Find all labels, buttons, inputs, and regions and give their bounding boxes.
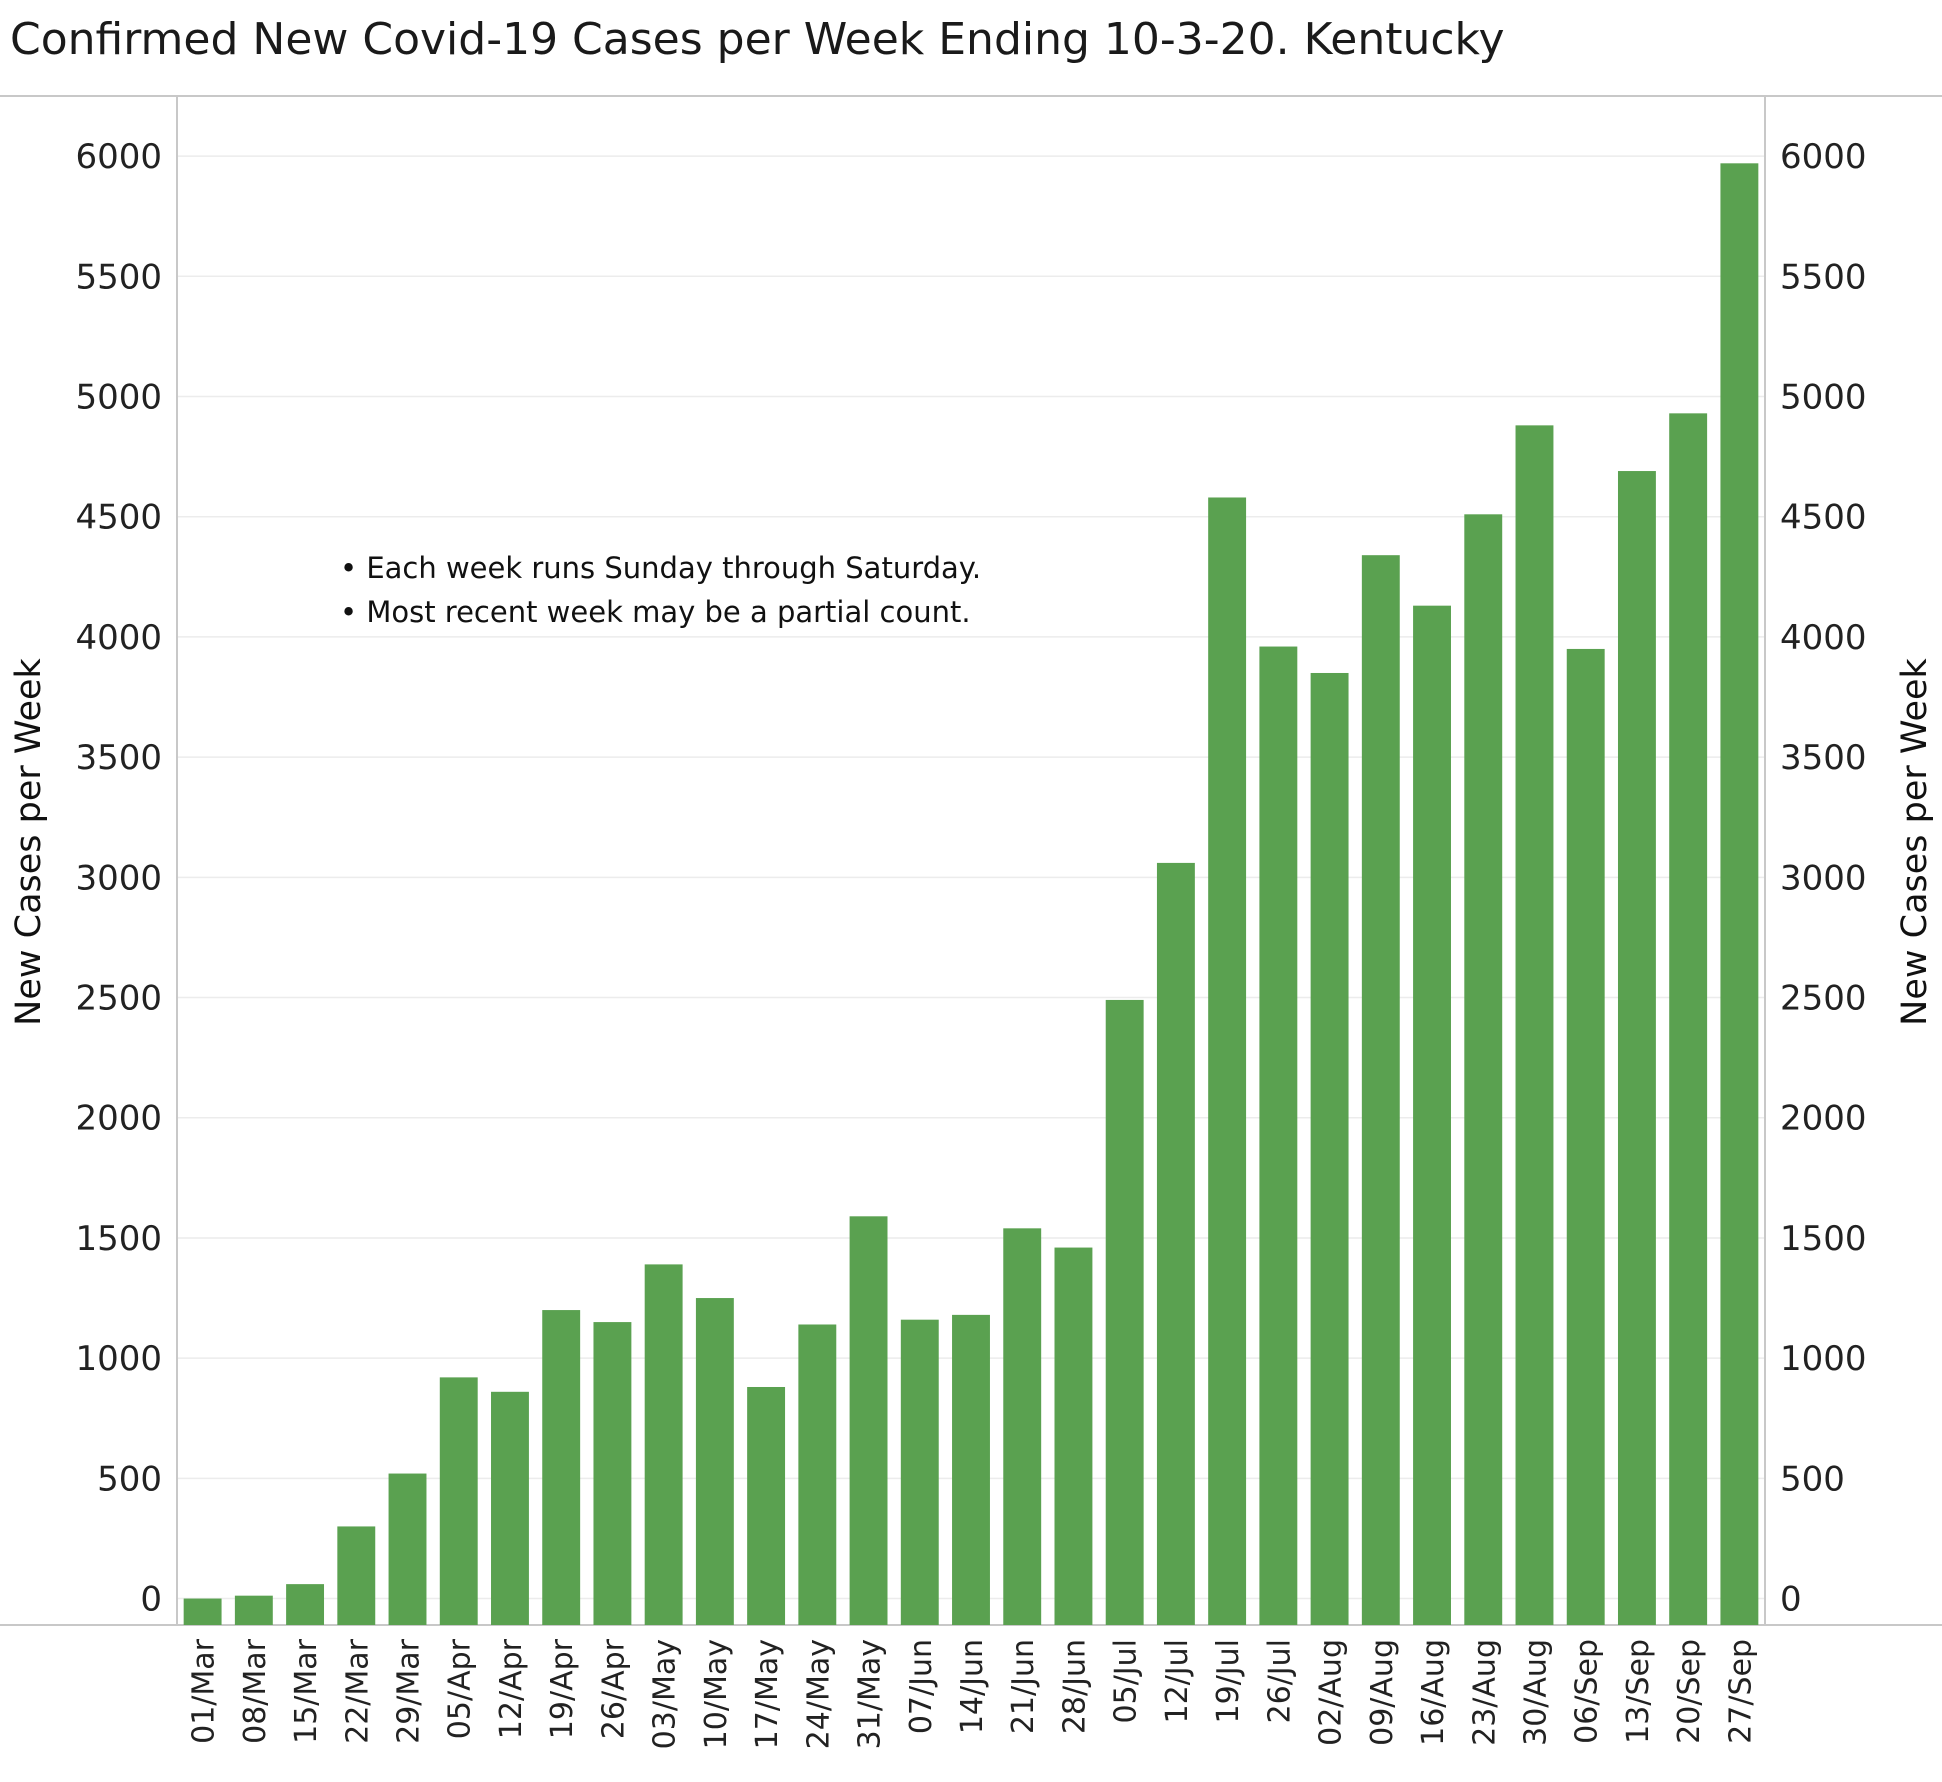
bar — [798, 1324, 837, 1625]
x-tick-label: 23/Aug — [1467, 1639, 1502, 1746]
y-tick-label-right: 1500 — [1780, 1219, 1867, 1259]
bar — [1054, 1247, 1093, 1625]
x-tick-label: 22/Mar — [340, 1638, 375, 1744]
y-tick-label-left: 3500 — [75, 738, 162, 778]
x-tick-label: 02/Aug — [1314, 1639, 1349, 1746]
bar — [644, 1264, 683, 1625]
x-tick-label: 20/Sep — [1672, 1639, 1707, 1744]
y-tick-label-left: 0 — [140, 1580, 162, 1620]
y-tick-label-left: 4500 — [75, 498, 162, 538]
bar — [1566, 648, 1605, 1625]
bar — [234, 1595, 273, 1625]
bar — [1105, 999, 1144, 1625]
y-tick-label-right: 2000 — [1780, 1099, 1867, 1139]
x-tick-label: 05/Jul — [1109, 1639, 1144, 1723]
y-axis-title-left: New Cases per Week — [9, 657, 49, 1025]
annotation-line-1: • Each week runs Sunday through Saturday… — [340, 551, 981, 585]
x-tick-label: 07/Jun — [904, 1639, 939, 1734]
bar — [849, 1216, 888, 1625]
y-tick-label-left: 500 — [97, 1459, 162, 1499]
bar — [1515, 425, 1554, 1625]
x-tick-label: 26/Apr — [596, 1638, 631, 1739]
annotation-line-2: • Most recent week may be a partial coun… — [340, 595, 971, 629]
bar — [1259, 646, 1298, 1625]
bar — [747, 1386, 786, 1625]
bar — [593, 1322, 632, 1625]
x-tick-label: 21/Jun — [1006, 1639, 1041, 1734]
x-tick-label: 31/May — [853, 1639, 888, 1749]
bar — [1156, 862, 1195, 1625]
x-tick-label: 19/Apr — [545, 1638, 580, 1739]
x-tick-label: 29/Mar — [392, 1638, 427, 1744]
x-tick-label: 12/Apr — [494, 1638, 529, 1739]
bar — [1413, 605, 1451, 1625]
bar — [388, 1473, 427, 1625]
y-axis-title-right: New Cases per Week — [1895, 657, 1935, 1025]
y-ticks-left: 0 500 1000 1500 2000 2500 3000 3500 4000 4500 5000… — [75, 137, 162, 1619]
y-tick-label-right: 3000 — [1780, 858, 1867, 898]
bar — [439, 1377, 478, 1625]
x-tick-label: 15/Mar — [289, 1638, 324, 1744]
x-tick-label: 27/Sep — [1723, 1639, 1758, 1744]
y-tick-label-left: 5000 — [75, 378, 162, 418]
y-tick-label-left: 2500 — [75, 979, 162, 1019]
y-tick-label-right: 6000 — [1780, 137, 1867, 177]
x-tick-label: 28/Jun — [1057, 1639, 1092, 1734]
y-tick-label-left: 4000 — [75, 618, 162, 658]
y-tick-label-right: 5000 — [1780, 378, 1867, 418]
y-tick-label-right: 500 — [1780, 1459, 1845, 1499]
y-tick-label-left: 3000 — [75, 858, 162, 898]
bar — [900, 1319, 939, 1625]
y-tick-label-left: 1500 — [75, 1219, 162, 1259]
y-tick-label-right: 0 — [1780, 1580, 1802, 1620]
bar — [1003, 1228, 1042, 1625]
x-tick-label: 05/Apr — [443, 1638, 478, 1739]
x-tick-label: 24/May — [801, 1639, 836, 1749]
bar — [695, 1298, 734, 1625]
y-tick-label-right: 1000 — [1780, 1339, 1867, 1379]
y-tick-label-left: 2000 — [75, 1099, 162, 1139]
x-tick-label: 17/May — [750, 1639, 785, 1749]
bar — [1208, 497, 1247, 1626]
y-tick-label-right: 5500 — [1780, 257, 1867, 297]
bars — [183, 163, 1759, 1626]
x-tick-label: 10/May — [699, 1639, 734, 1749]
y-tick-label-right: 4000 — [1780, 618, 1867, 658]
bar — [1617, 471, 1656, 1626]
x-tick-label: 12/Jul — [1160, 1639, 1195, 1723]
bar — [1361, 555, 1400, 1625]
bar — [337, 1526, 376, 1625]
x-tick-label: 26/Jul — [1262, 1639, 1297, 1723]
y-tick-label-left: 1000 — [75, 1339, 162, 1379]
bar — [491, 1391, 529, 1625]
bar — [542, 1310, 581, 1625]
bar — [952, 1314, 990, 1625]
bar — [183, 1598, 222, 1625]
x-tick-label: 13/Sep — [1621, 1639, 1656, 1744]
bar — [1720, 163, 1759, 1626]
x-tick-label: 09/Aug — [1365, 1639, 1400, 1746]
x-tick-label: 01/Mar — [187, 1638, 222, 1744]
x-tick-label: 06/Sep — [1570, 1639, 1605, 1744]
x-tick-label: 14/Jun — [955, 1639, 990, 1734]
annotation-notes: • Each week runs Sunday through Saturday… — [340, 551, 981, 629]
x-tick-label: 30/Aug — [1518, 1639, 1553, 1746]
y-tick-label-right: 4500 — [1780, 498, 1867, 538]
y-tick-label-right: 3500 — [1780, 738, 1867, 778]
bar — [286, 1584, 325, 1625]
x-ticks: 01/Mar 08/Mar 15/Mar 22/Mar 29/Mar 05/Apr 12/A… — [187, 1638, 1759, 1749]
bar — [1464, 514, 1503, 1626]
x-tick-label: 03/May — [648, 1639, 683, 1749]
x-tick-label: 16/Aug — [1416, 1639, 1451, 1746]
chart-title: Confirmed New Covid-19 Cases per Week En… — [10, 14, 1505, 65]
x-tick-label: 19/Jul — [1211, 1639, 1246, 1723]
y-tick-label-left: 6000 — [75, 137, 162, 177]
y-tick-label-left: 5500 — [75, 257, 162, 297]
bar — [1669, 413, 1708, 1626]
bar — [1310, 672, 1349, 1625]
y-tick-label-right: 2500 — [1780, 979, 1867, 1019]
y-ticks-right: 0 500 1000 1500 2000 2500 3000 3500 4000 4500 5000… — [1780, 137, 1867, 1619]
x-tick-label: 08/Mar — [238, 1638, 273, 1744]
